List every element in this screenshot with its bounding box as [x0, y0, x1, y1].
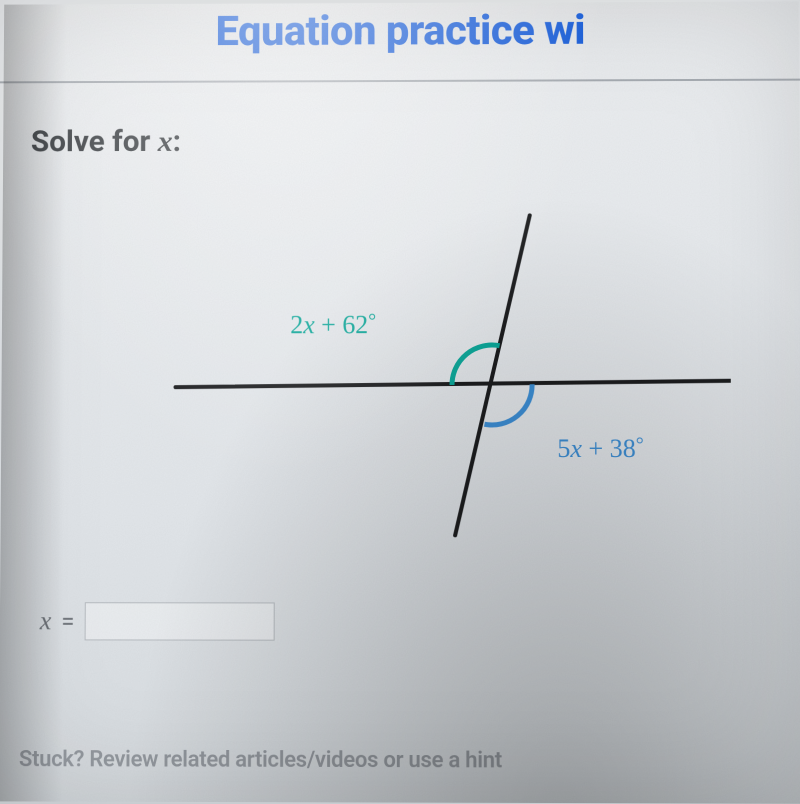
- screen: Equation practice wi Solve for x: 2x + 6…: [0, 0, 800, 804]
- problem-prompt: Solve for x:: [31, 124, 181, 159]
- slanted-line: [455, 215, 531, 535]
- angle2-arc: [484, 384, 532, 425]
- answer-row: x =: [40, 602, 275, 641]
- page-title: Equation practice wi: [0, 5, 800, 57]
- prompt-prefix: Solve for: [31, 124, 158, 159]
- prompt-variable: x: [158, 125, 173, 158]
- title-bar: Equation practice wi: [0, 5, 800, 57]
- header-divider: [0, 79, 800, 84]
- angle2-label: 5x + 38°: [557, 434, 644, 463]
- answer-input[interactable]: [84, 602, 274, 640]
- angle-diagram: 2x + 62° 5x + 38°: [90, 205, 732, 545]
- hint-text[interactable]: Stuck? Review related articles/videos or…: [19, 747, 502, 774]
- answer-equals: =: [61, 607, 74, 635]
- prompt-suffix: :: [173, 124, 182, 159]
- answer-variable: x: [40, 606, 52, 636]
- angle1-label: 2x + 62°: [290, 310, 376, 339]
